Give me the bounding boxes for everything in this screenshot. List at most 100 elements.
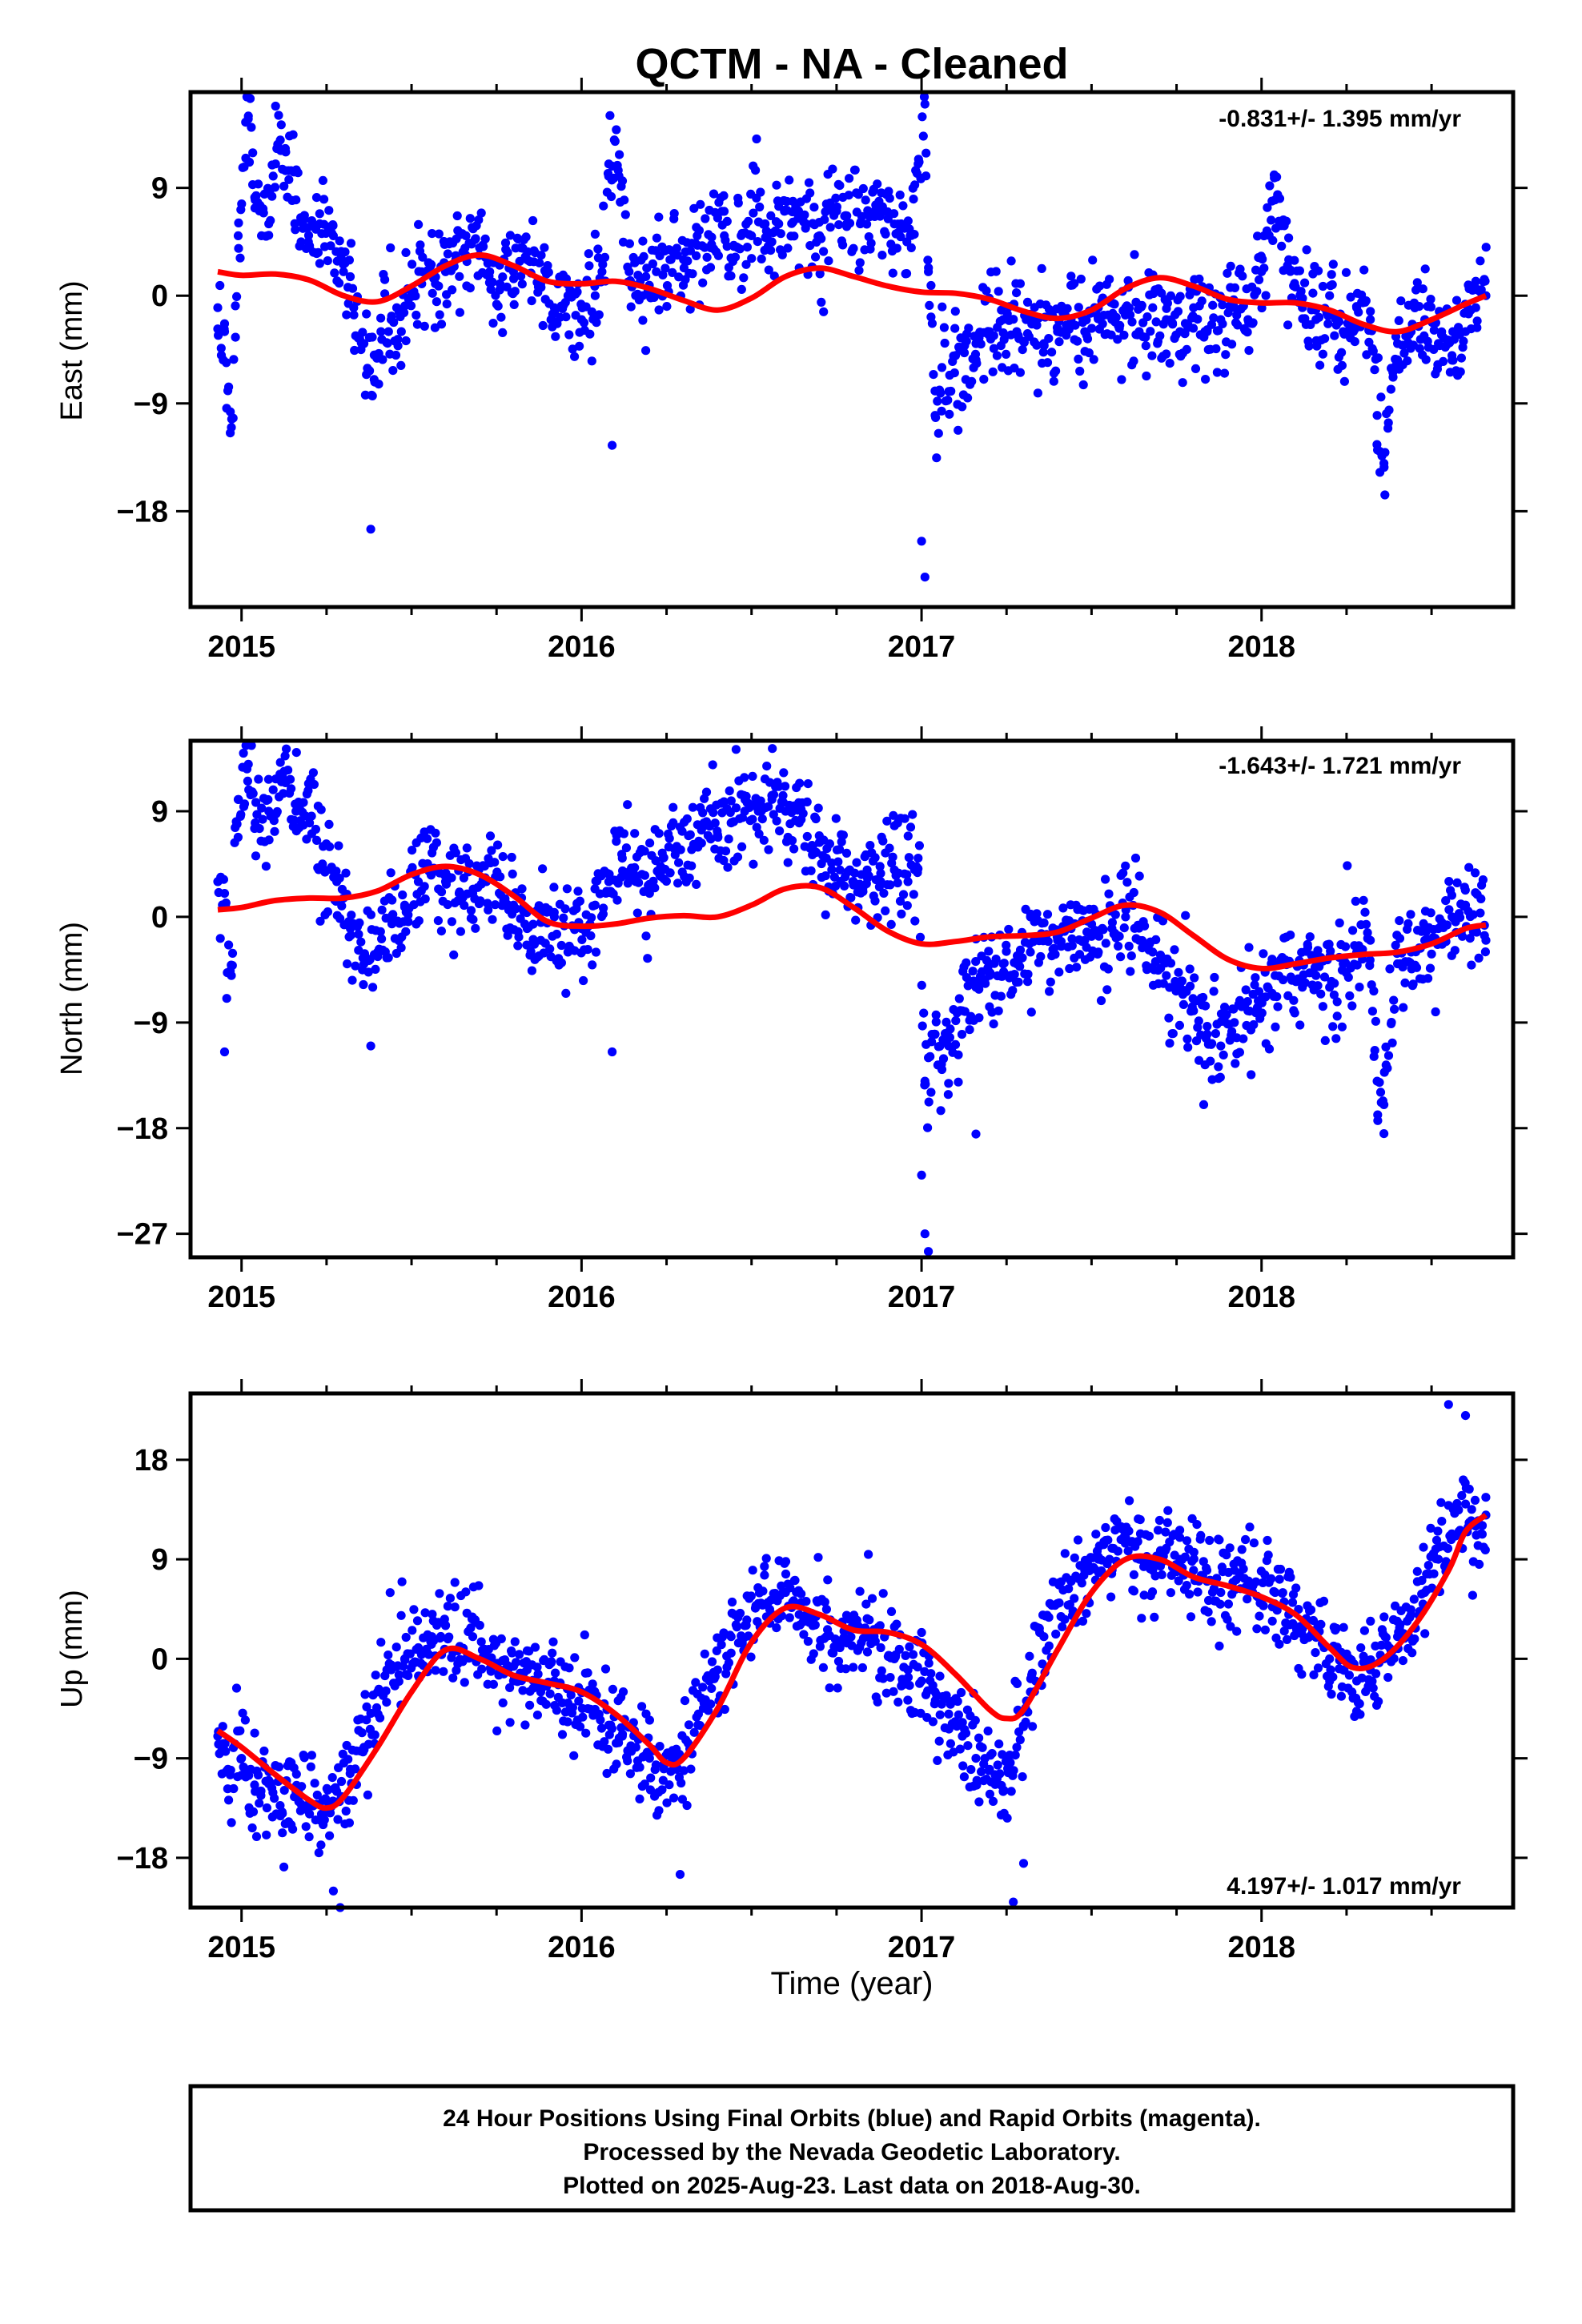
up-data-point [279,1786,289,1795]
up-data-point [1002,1813,1012,1823]
up-data-point [548,1648,557,1658]
up-data-point [387,1665,396,1675]
up-data-point [963,1741,973,1751]
up-data-point [1144,1531,1154,1541]
east-data-point [216,344,226,353]
north-data-point [1441,896,1451,906]
east-data-point [1227,340,1237,349]
east-data-point [1380,490,1390,500]
north-data-point [1050,950,1060,959]
up-data-point [1339,1665,1348,1675]
east-data-point [1002,349,1011,359]
north-data-point [630,829,640,838]
north-data-point [1116,952,1126,962]
east-data-point [1207,320,1217,329]
up-data-point [1267,1574,1276,1583]
east-data-point [921,171,931,181]
up-data-point [625,1769,636,1779]
east-y-tick-label: −18 [117,495,168,529]
up-data-point [1009,1766,1018,1775]
east-data-point [383,327,393,336]
up-data-point [1105,1554,1114,1564]
east-data-point [593,253,604,263]
east-data-point [610,136,620,147]
north-data-point [449,950,459,959]
north-data-point [811,814,821,824]
north-data-point [1080,935,1090,945]
east-data-point [1323,319,1333,328]
north-data-point [1058,903,1068,913]
east-data-point [1080,327,1090,336]
up-data-point [1066,1577,1076,1586]
east-data-point [1051,366,1061,376]
up-data-point [1060,1549,1070,1558]
north-data-point [754,829,764,838]
north-data-point [965,1025,974,1035]
north-y-tick-label: 0 [151,901,168,935]
east-data-point [510,287,520,296]
east-data-point [488,319,498,328]
up-data-point [1012,1679,1022,1688]
east-data-point [328,221,338,231]
north-data-point [1259,949,1268,959]
up-data-point [1420,1629,1430,1638]
north-outlier-point [971,1129,981,1139]
east-data-point [560,298,570,308]
north-data-point [1199,992,1208,1003]
east-data-point [496,312,506,322]
up-data-point [310,1779,319,1788]
north-data-point [944,1041,954,1051]
north-data-point [359,979,368,990]
north-data-point [787,836,797,846]
east-data-point [412,320,423,329]
east-data-point [416,240,425,250]
east-data-point [1267,215,1276,225]
east-data-point [1454,323,1464,332]
up-data-point [1286,1572,1295,1582]
up-data-point [781,1557,791,1566]
east-data-point [1368,346,1378,356]
up-data-point [847,1641,857,1651]
east-data-point [387,315,396,324]
up-data-point [1070,1594,1079,1603]
east-data-point [254,179,263,189]
up-data-point [1091,1530,1101,1539]
north-data-point [677,826,687,836]
north-data-point [443,900,452,910]
east-data-point [1033,388,1042,398]
east-data-point [903,216,913,226]
east-data-point [1339,327,1348,336]
east-data-point [918,131,928,141]
up-data-point [654,1806,664,1815]
up-data-point [583,1668,592,1678]
east-data-point [1295,266,1304,275]
east-data-point [367,391,377,400]
up-data-point [1166,1588,1175,1598]
east-data-point [883,207,893,217]
north-data-point [802,797,812,807]
north-data-point [1271,1022,1280,1031]
north-data-point [1067,941,1077,951]
east-data-point [443,249,453,259]
up-data-point [412,1616,423,1626]
east-data-point [777,250,787,259]
up-data-point [448,1673,458,1683]
north-data-point [1130,853,1141,863]
east-data-point [895,190,905,200]
east-data-point [1403,356,1412,366]
east-data-point [600,252,610,262]
east-data-point [1012,288,1022,298]
north-data-point [821,910,830,919]
east-data-point [393,341,403,351]
east-data-point [1047,348,1057,357]
east-data-point [442,300,452,309]
east-data-point [1320,334,1330,344]
north-trend-line [217,863,1487,972]
north-x-tick-label: 2015 [207,1281,275,1314]
up-data-point [1336,1691,1346,1701]
east-data-point [1327,279,1337,290]
east-data-point [1471,303,1480,312]
north-data-point [312,835,322,845]
east-data-point [485,267,495,276]
north-data-point [1345,991,1355,1001]
